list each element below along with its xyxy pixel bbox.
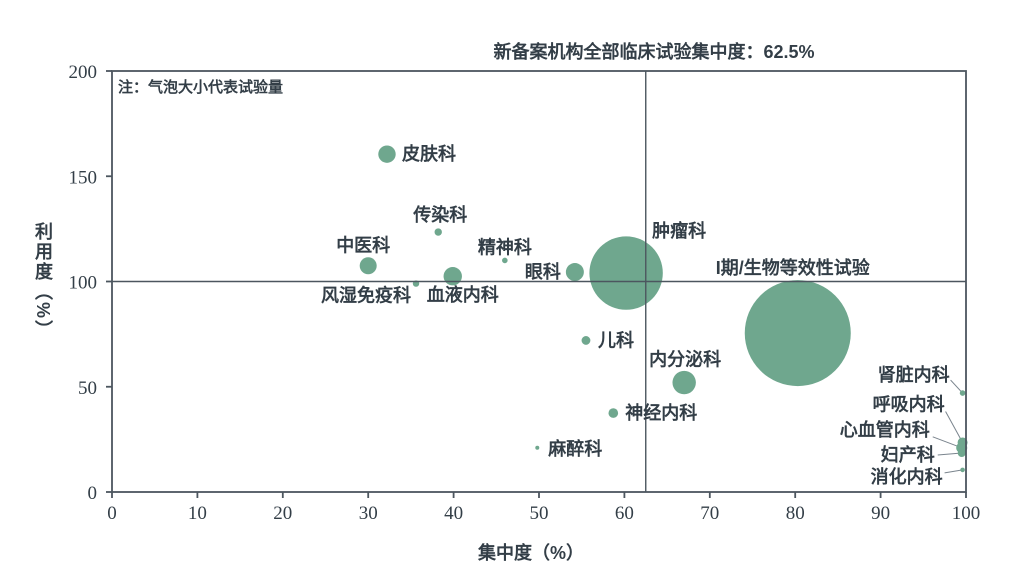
- bubble-label: 内分泌科: [649, 349, 721, 370]
- leader-line: [944, 469, 963, 474]
- x-tick-label: 20: [273, 503, 292, 524]
- y-axis-title: 利用度（%）: [33, 221, 53, 341]
- bubble: [535, 445, 540, 450]
- bubble: [608, 408, 619, 418]
- chart-note: 注：气泡大小代表试验量: [118, 79, 284, 96]
- bubble: [502, 257, 508, 264]
- y-tick-label: 50: [78, 378, 97, 399]
- bubble: [959, 390, 966, 396]
- bubble: [672, 370, 696, 395]
- bubble: [589, 236, 663, 310]
- x-tick-label: 30: [359, 503, 378, 524]
- bubble-label: 肿瘤科: [652, 220, 706, 241]
- bubble: [581, 336, 591, 345]
- bubble-label: 妇产科: [881, 444, 935, 465]
- bubble-label: 传染科: [412, 204, 467, 225]
- y-tick-label: 200: [69, 62, 98, 83]
- bubble-label: 呼吸内科: [873, 394, 945, 415]
- leader-line: [937, 452, 962, 456]
- leader-line: [950, 379, 963, 394]
- bubble: [744, 280, 851, 387]
- y-tick-label: 0: [88, 483, 98, 504]
- bubble-label: 麻醉科: [547, 438, 602, 459]
- x-tick-label: 60: [615, 503, 634, 524]
- x-tick-label: 10: [188, 503, 207, 524]
- bubble: [378, 145, 396, 163]
- y-tick-label: 100: [69, 273, 98, 294]
- x-tick-label: 100: [952, 503, 981, 524]
- bubble: [565, 263, 584, 282]
- bubble-label: I期/生物等效性试验: [716, 257, 871, 278]
- bubble-label: 神经内科: [625, 402, 697, 423]
- bubble: [434, 228, 442, 236]
- bubble-label: 眼科: [525, 261, 561, 282]
- bubble-label: 皮肤科: [402, 143, 456, 164]
- bubble: [957, 449, 966, 458]
- bubble-label: 心血管内科: [840, 419, 930, 440]
- bubble: [359, 257, 377, 275]
- bubble-label: 儿科: [597, 329, 634, 350]
- x-tick-label: 70: [700, 503, 719, 524]
- chart-title: 新备案机构全部临床试验集中度：62.5%: [493, 42, 815, 62]
- x-tick-label: 50: [530, 503, 549, 524]
- bubble-label: 精神科: [478, 236, 532, 257]
- x-tick-label: 80: [786, 503, 805, 524]
- bubble-label: 风湿免疫科: [321, 285, 411, 306]
- x-tick-label: 0: [107, 503, 117, 524]
- bubble-label: 血液内科: [427, 284, 499, 305]
- bubble-label: 肾脏内科: [878, 364, 950, 385]
- bubble-label: 中医科: [336, 235, 390, 256]
- leader-line: [945, 411, 964, 443]
- x-axis-title: 集中度（%）: [477, 543, 585, 563]
- x-tick-label: 40: [444, 503, 463, 524]
- y-tick-label: 150: [69, 167, 98, 188]
- bubble: [957, 437, 968, 448]
- bubble: [960, 467, 965, 473]
- bubble-label: 消化内科: [871, 466, 943, 487]
- bubble: [443, 267, 462, 286]
- x-tick-label: 90: [871, 503, 890, 524]
